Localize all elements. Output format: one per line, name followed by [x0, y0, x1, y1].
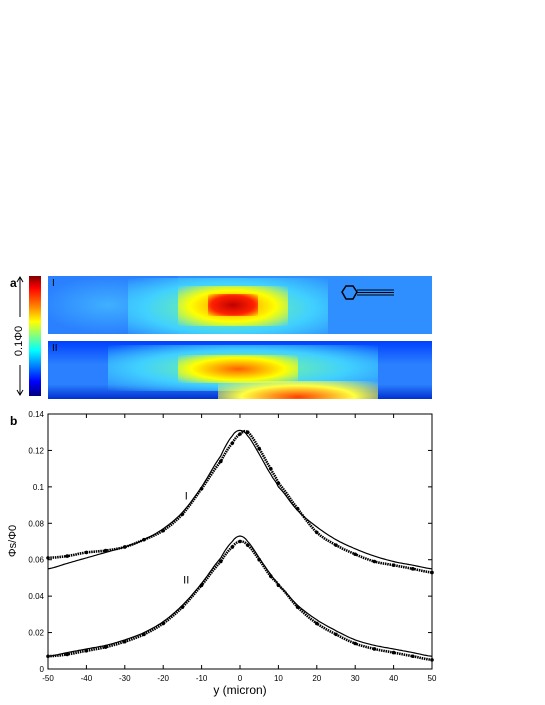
series-1 — [47, 429, 433, 570]
x-tick-label: 10 — [274, 674, 283, 683]
x-tick-label: 40 — [389, 674, 398, 683]
dot-trace — [47, 540, 433, 662]
series-line — [47, 429, 433, 570]
x-tick-label: 0 — [238, 674, 243, 683]
y-tick-label: 0.04 — [28, 592, 44, 601]
flux-map-II: II — [48, 341, 432, 399]
dot-trace — [47, 429, 433, 574]
y-tick-label: 0 — [40, 665, 45, 674]
x-tick-label: -20 — [157, 674, 169, 683]
y-tick-label: 0.06 — [28, 556, 44, 565]
chart-series — [46, 429, 434, 662]
x-tick-label: -40 — [81, 674, 93, 683]
colorbar — [29, 276, 41, 396]
x-tick-label: -10 — [196, 674, 208, 683]
series-3 — [47, 535, 433, 657]
y-axis-label: Φs/Φ0 — [7, 525, 19, 557]
x-tick-label: -30 — [119, 674, 131, 683]
map-II-label: II — [52, 343, 58, 354]
x-axis-label: y (micron) — [213, 683, 266, 697]
series-2 — [46, 539, 434, 662]
y-tick-label: 0.12 — [28, 446, 44, 455]
x-tick-label: 20 — [312, 674, 321, 683]
panel-a-label: a — [10, 276, 17, 290]
y-tick-label: 0.08 — [28, 519, 44, 528]
flux-map-I: I — [48, 276, 432, 334]
series-line — [47, 535, 433, 657]
series-0 — [46, 429, 434, 575]
map-I-label: I — [52, 278, 55, 289]
chart-annotations: III — [183, 491, 189, 587]
y-tick-label: 0.1 — [33, 483, 45, 492]
curve-annotation: II — [183, 574, 189, 586]
chart-axes: -50 -40 -30 -20 -10 0 10 20 30 40 50 0 0.02 0.04 0.06 0… — [28, 410, 437, 683]
curve-annotation: I — [185, 491, 188, 503]
squid-pickup-icon — [341, 285, 394, 300]
panel-b-label: b — [10, 414, 18, 428]
x-tick-label: -50 — [42, 674, 54, 683]
y-tick-label: 0.14 — [28, 410, 44, 419]
x-tick-label: 30 — [351, 674, 360, 683]
y-tick-label: 0.02 — [28, 629, 44, 638]
x-tick-label: 50 — [428, 674, 437, 683]
